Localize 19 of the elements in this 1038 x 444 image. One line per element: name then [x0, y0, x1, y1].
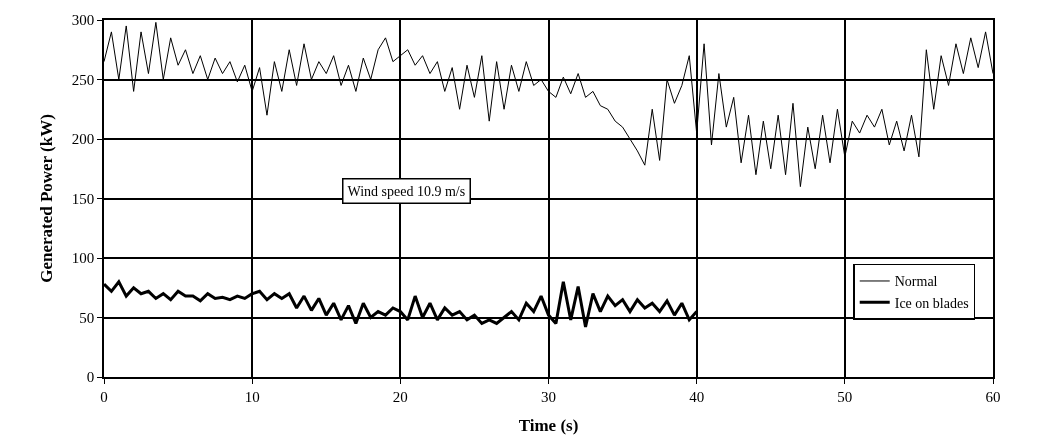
x-tick-label: 50: [837, 388, 853, 405]
legend-label: Ice on blades: [894, 295, 969, 311]
y-tick-label: 200: [71, 131, 95, 148]
y-tick-label: 150: [71, 190, 95, 207]
x-tick-label: 10: [244, 388, 260, 405]
x-tick-label: 60: [985, 388, 1001, 405]
y-tick-label: 300: [71, 12, 95, 29]
x-tick-label: 30: [541, 388, 556, 405]
x-tick-label: 20: [392, 388, 408, 405]
y-axis-title: Generated Power (kW): [36, 114, 56, 283]
x-tick-label: 0: [100, 388, 108, 405]
annotation: Wind speed 10.9 m/s: [347, 183, 466, 199]
legend-label: Normal: [894, 274, 938, 290]
y-tick-label: 250: [71, 71, 95, 88]
y-tick-label: 0: [86, 369, 95, 386]
x-axis-title: Time (s): [518, 415, 579, 435]
x-tick-label: 40: [689, 388, 705, 405]
y-tick-label: 100: [71, 250, 95, 267]
y-tick-label: 50: [79, 309, 95, 326]
